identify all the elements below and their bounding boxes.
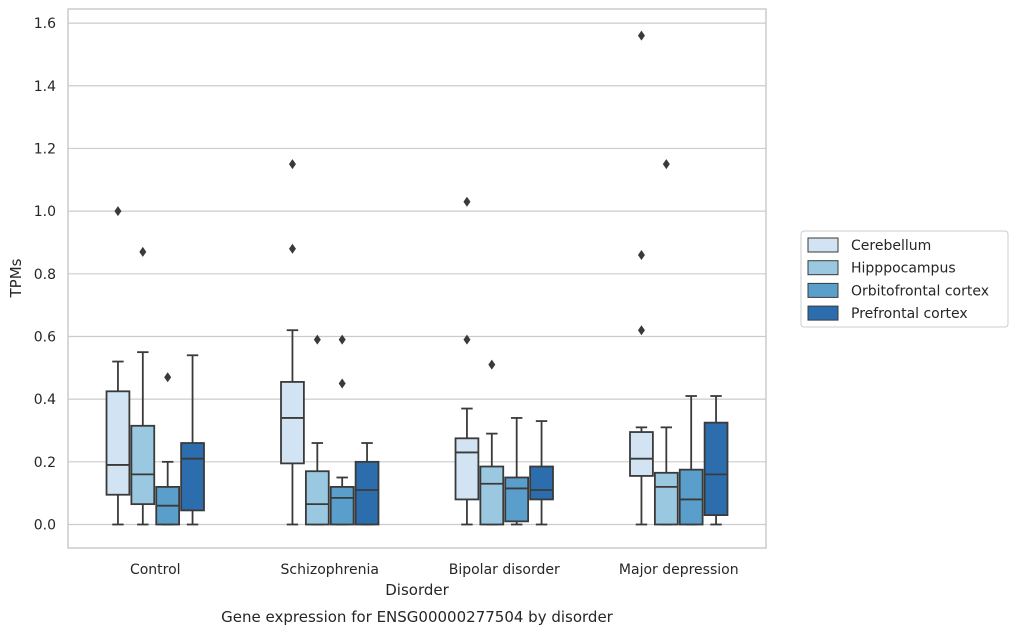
x-tick-label: Major depression: [619, 562, 739, 578]
outlier-point: [114, 206, 122, 217]
outlier-point: [662, 159, 670, 170]
y-tick-label: 0.2: [34, 455, 56, 471]
box-rect: [304, 470, 330, 526]
outlier-point: [313, 334, 321, 345]
box-rect: [354, 460, 380, 526]
legend-swatch: [807, 282, 839, 298]
box-group: [529, 420, 554, 526]
box-rect: [130, 424, 156, 506]
y-tick-label: 1.6: [34, 16, 56, 32]
outlier-point: [288, 159, 296, 170]
legend-label: Prefrontal cortex: [851, 306, 968, 322]
chart-caption: Gene expression for ENSG00000277504 by d…: [221, 608, 614, 626]
y-tick-labels: 0.0 0.2 0.4 0.6 0.8 1.0 1.2 1.4 1.6: [34, 16, 56, 533]
y-tick-label: 0.0: [34, 517, 56, 533]
box-rect: [105, 390, 131, 496]
legend-swatch: [807, 237, 839, 253]
outlier-point: [338, 378, 346, 389]
x-tick-label: Bipolar disorder: [449, 562, 560, 578]
y-tick-label: 0.8: [34, 267, 56, 283]
legend-frame: [800, 230, 1009, 328]
box-group: [105, 206, 131, 526]
box-rect: [678, 468, 704, 526]
box-rect: [504, 476, 530, 523]
box-group: [130, 246, 156, 526]
y-tick-label: 1.0: [34, 204, 56, 220]
box-rect: [454, 437, 480, 501]
legend: Cerebellum Hipppocampus Orbitofrontal cort…: [800, 230, 1009, 328]
box-group: [329, 334, 355, 526]
plot-frame: [67, 8, 767, 549]
box-group: [703, 395, 729, 526]
x-tick-label: Schizophrenia: [281, 562, 379, 578]
box-group: [479, 359, 505, 526]
x-tick-labels: Control Schizophrenia Bipolar disorder Majo…: [130, 562, 739, 578]
box-plot-marks: [105, 30, 729, 526]
box-rect: [329, 485, 355, 526]
box-group: [280, 159, 305, 526]
outlier-point: [488, 359, 496, 370]
outlier-point: [637, 325, 645, 336]
grid-lines: [68, 22, 766, 526]
box-group: [629, 30, 654, 526]
y-tick-label: 0.6: [34, 329, 56, 345]
legend-label: Hipppocampus: [851, 261, 956, 277]
y-tick-label: 0.4: [34, 392, 56, 408]
box-group: [354, 442, 380, 526]
outlier-point: [338, 334, 346, 345]
box-group: [454, 196, 480, 526]
outlier-point: [637, 249, 645, 260]
legend-label: Cerebellum: [851, 238, 931, 254]
legend-label: Orbitofrontal cortex: [851, 283, 989, 299]
y-axis-title: TPMs: [7, 258, 25, 298]
box-group: [155, 372, 181, 526]
box-group: [304, 334, 330, 526]
box-rect: [529, 465, 554, 501]
box-rect: [653, 471, 679, 526]
box-rect: [180, 442, 205, 512]
outlier-point: [463, 196, 471, 207]
outlier-point: [139, 246, 147, 257]
box-group: [678, 395, 704, 526]
legend-swatch: [807, 260, 839, 276]
box-group: [653, 159, 679, 526]
box-rect: [280, 381, 305, 465]
outlier-point: [637, 30, 645, 41]
box-rect: [703, 421, 729, 516]
box-rect: [479, 465, 505, 526]
box-group: [504, 417, 530, 526]
x-axis-title: Disorder: [385, 581, 449, 599]
outlier-point: [463, 334, 471, 345]
x-tick-label: Control: [130, 562, 181, 578]
y-tick-label: 1.2: [34, 141, 56, 157]
outlier-point: [164, 372, 172, 383]
legend-swatch: [807, 305, 839, 321]
y-tick-label: 1.4: [34, 79, 56, 95]
box-group: [180, 354, 205, 526]
outlier-point: [288, 243, 296, 254]
box-rect: [629, 431, 654, 477]
